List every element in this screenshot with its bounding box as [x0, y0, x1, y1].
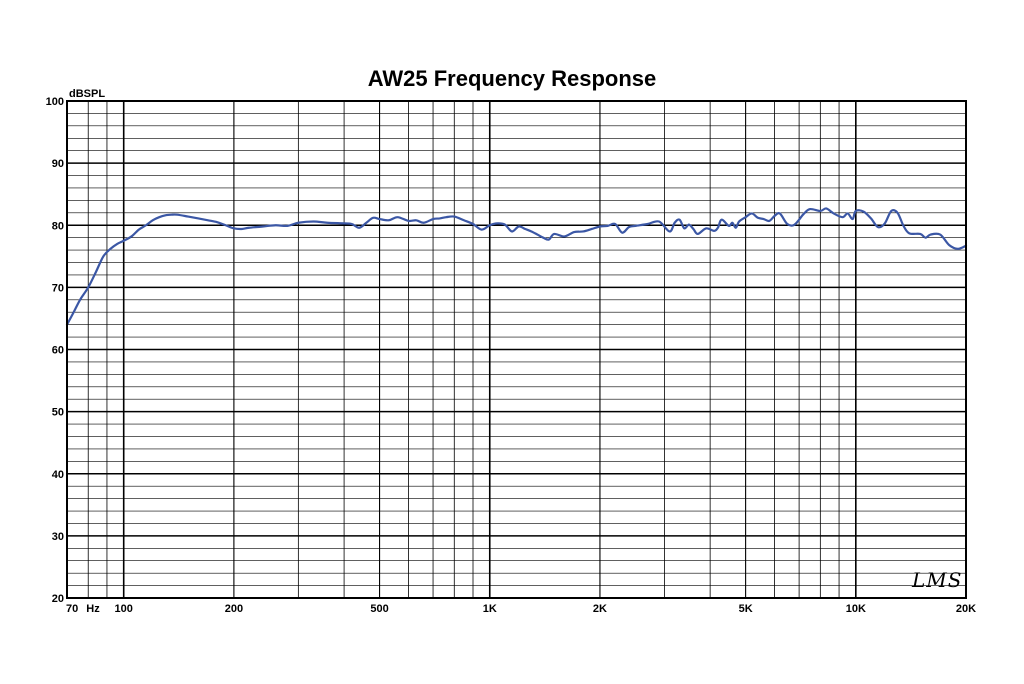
- y-tick-label: 100: [46, 96, 64, 108]
- y-tick-label: 40: [52, 469, 64, 481]
- x-tick-label: 200: [225, 603, 243, 615]
- y-tick-label: 50: [52, 407, 64, 419]
- y-tick-labels: 100 90 80 70 60 50 40 30 20: [46, 96, 64, 605]
- x-tick-label: 100: [115, 603, 133, 615]
- x-tick-label: 10K: [846, 603, 866, 615]
- x-tick-label: 1K: [483, 603, 497, 615]
- y-tick-label: 70: [52, 282, 64, 294]
- lms-logo: LMS: [911, 568, 962, 592]
- series-group: [65, 207, 968, 326]
- x-tick-label: 5K: [739, 603, 753, 615]
- plot-frame: [66, 100, 967, 599]
- x-tick-label: 2K: [593, 603, 607, 615]
- grid: [66, 100, 967, 599]
- frequency-response-line: [65, 207, 968, 326]
- chart-title: AW25 Frequency Response: [368, 66, 657, 91]
- y-tick-label: 60: [52, 345, 64, 357]
- x-axis-unit-label: Hz: [86, 603, 100, 615]
- y-axis-unit-label: dBSPL: [69, 88, 105, 100]
- x-tick-label: 70: [66, 603, 78, 615]
- lms-logo-text: LMS: [911, 568, 962, 592]
- y-tick-label: 30: [52, 531, 64, 543]
- x-tick-label: 20K: [956, 603, 976, 615]
- x-tick-labels: 70 100 200 500 1K 2K 5K 10K 20K: [66, 603, 976, 615]
- x-tick-label: 500: [370, 603, 388, 615]
- y-tick-label: 80: [52, 220, 64, 232]
- y-tick-label: 20: [52, 593, 64, 605]
- y-tick-label: 90: [52, 158, 64, 170]
